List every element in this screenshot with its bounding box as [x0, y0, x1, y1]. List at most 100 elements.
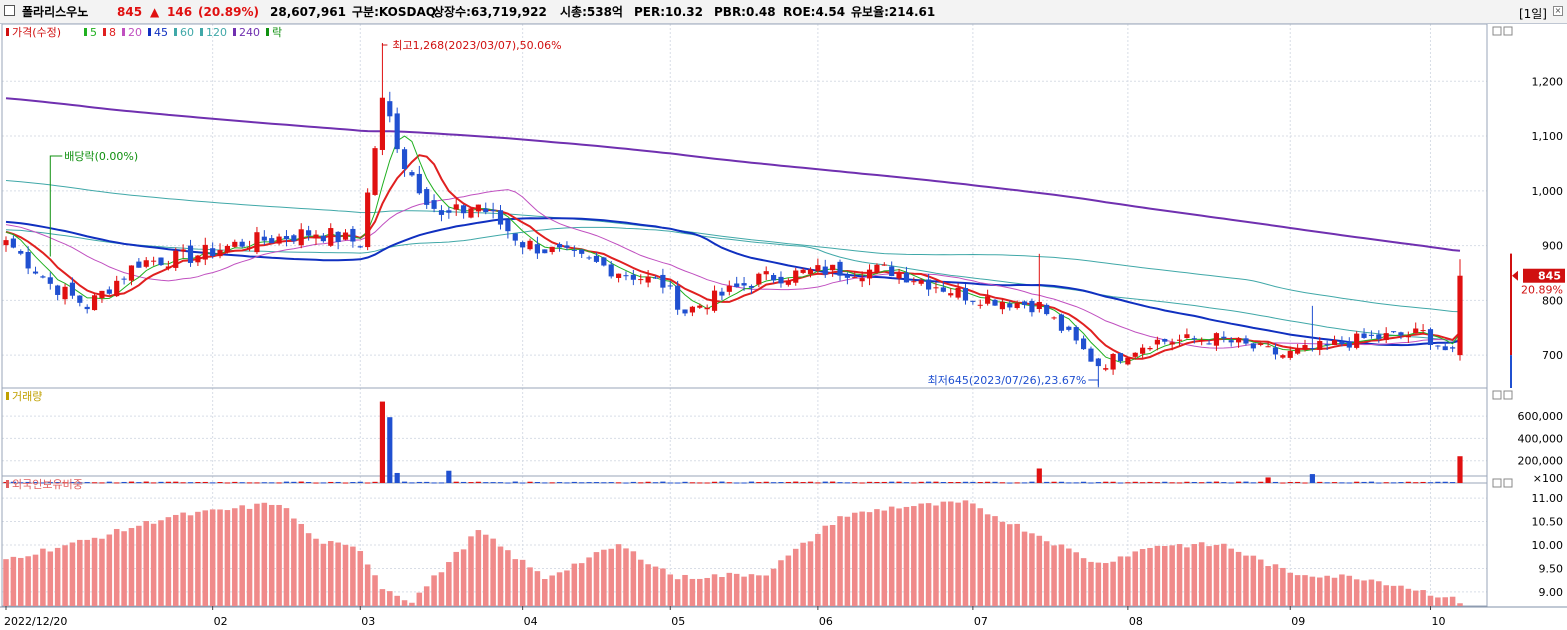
panel-close-icon[interactable] [1503, 26, 1513, 36]
candle-body [1405, 335, 1411, 338]
foreign-holding-bar [586, 557, 592, 606]
candle-body [645, 276, 651, 283]
candle-body [1081, 338, 1087, 350]
volume-bar [461, 481, 467, 483]
candle-body [497, 210, 504, 225]
volume-bar [903, 482, 910, 484]
foreign-holding-bar [1206, 546, 1212, 606]
foreign-holding-bar [47, 551, 54, 606]
volume-bar [593, 482, 600, 484]
select-checkbox[interactable] [4, 5, 15, 16]
volume-bar [47, 482, 53, 484]
volume-bar [564, 482, 570, 484]
candle-body [844, 274, 850, 278]
foreign-holding-bar [711, 574, 718, 606]
candle-body [985, 296, 991, 304]
candle-body [1420, 330, 1426, 332]
foreign-holding-bar [305, 533, 312, 606]
candle-body [283, 236, 290, 240]
volume-bar [704, 482, 710, 484]
candle-body [807, 269, 814, 274]
volume-bar [1176, 482, 1183, 484]
foreign-holding-bar [468, 536, 474, 606]
panel-close-icon[interactable] [1503, 390, 1513, 400]
volume-bar [431, 482, 437, 484]
volume-bar [1413, 482, 1419, 484]
candle-body [999, 301, 1005, 310]
candle-body [534, 244, 540, 254]
foreign-holding-bar [1376, 581, 1382, 606]
panel-maximize-icon[interactable] [1492, 26, 1502, 36]
volume-bar [999, 482, 1005, 484]
candle-body [542, 249, 548, 254]
pbr-value: PBR:0.48 [714, 5, 776, 19]
volume-bar [1044, 481, 1050, 483]
volume-bar [387, 417, 393, 483]
foreign-holding-bar [785, 555, 792, 606]
close-icon[interactable]: × [1553, 6, 1563, 16]
candle-body [859, 278, 865, 282]
foreign-holding-bar [1073, 552, 1079, 606]
candle-body [822, 266, 828, 275]
foreign-holding-bar [1125, 556, 1131, 606]
candle-body [3, 240, 9, 246]
stock-name: 폴라리스우노 [22, 5, 89, 19]
volume-bar [269, 482, 275, 484]
foreign-holding-bar [704, 577, 710, 606]
foreign-holding-bar [667, 574, 674, 606]
foreign-holding-bar [859, 511, 865, 606]
volume-bar [490, 482, 496, 484]
volume-bar [379, 401, 385, 483]
foreign-holding-bar [320, 543, 327, 606]
foreign-holding-bar [387, 591, 393, 606]
volume-bar [1295, 481, 1301, 483]
candle-body [158, 257, 164, 266]
foreign-holding-bar [327, 541, 334, 606]
candle-body [1450, 347, 1456, 349]
candle-body [1442, 346, 1448, 351]
volume-bar [1287, 482, 1293, 484]
candle-body [1457, 275, 1463, 356]
foreign-holding-bar [1184, 547, 1190, 606]
candle-body [195, 255, 201, 263]
stock-info-bar: 폴라리스우노 845 ▲ 146 (20.89%) 28,607,961 구분:… [0, 0, 1567, 24]
volume-bar [675, 482, 681, 484]
foreign-holding-bar [77, 539, 83, 606]
candle-body [704, 307, 710, 310]
legend-swatch [6, 480, 9, 488]
volume-bar [394, 472, 400, 483]
candle-body [866, 269, 873, 279]
foreign-y-tick-label: 9.50 [1539, 562, 1564, 575]
candle-body [10, 238, 16, 248]
foreign-holding-bar [903, 506, 910, 606]
candle-body [1014, 302, 1020, 309]
period-selector[interactable]: [1일] [1518, 7, 1547, 21]
candle-body [254, 232, 260, 253]
foreign-holding-bar [874, 509, 880, 606]
candle-body [350, 228, 356, 242]
panel-maximize-icon[interactable] [1492, 390, 1502, 400]
volume-bar [608, 482, 614, 484]
candle-body [1095, 358, 1101, 367]
volume-y-tick-label: 600,000 [1518, 410, 1564, 423]
volume-bar [483, 482, 489, 484]
candle-body [55, 285, 61, 295]
volume-bar [778, 482, 784, 484]
roe-value: ROE:4.54 [783, 5, 846, 19]
candle-body [896, 272, 902, 279]
volume-bar [1331, 482, 1338, 484]
volume-bar [719, 481, 725, 483]
volume-bar [357, 481, 363, 483]
dividend-marker-line [49, 155, 63, 257]
volume-bar [741, 482, 747, 484]
candle-body [1390, 331, 1397, 333]
panel-close-icon[interactable] [1503, 478, 1513, 488]
candle-body [261, 236, 267, 241]
price-y-tick-label: 1,100 [1532, 130, 1564, 143]
volume-bar [1117, 482, 1124, 484]
panel-maximize-icon[interactable] [1492, 478, 1502, 488]
legend-swatch [148, 28, 151, 36]
stock-chart: 2022/12/20 02 03 04 05 06 07 08 09 10 1,200 1,100 1,… [0, 24, 1567, 630]
volume-bar [276, 482, 282, 484]
foreign-holding-bar [113, 528, 120, 606]
